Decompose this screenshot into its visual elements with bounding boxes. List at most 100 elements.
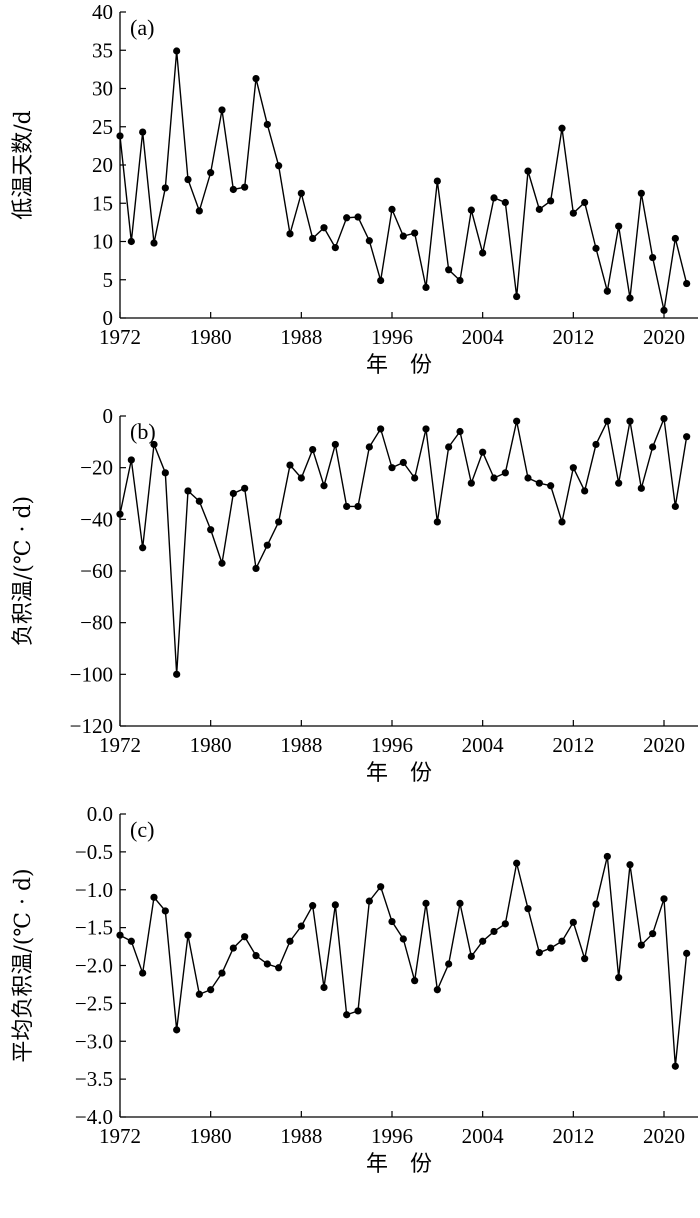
data-point (637, 189, 645, 197)
data-point (490, 474, 498, 482)
data-point (399, 935, 407, 943)
data-point (309, 234, 317, 243)
panel-c: −4.0 −3.5 −3.0 −2.5 −2.0 −1.5 −1.0 −0.5 0.0 1972 1… (11, 802, 698, 1177)
data-point (547, 482, 555, 490)
data-point (331, 901, 339, 909)
data-point (218, 106, 226, 114)
data-point (354, 213, 362, 221)
data-point (637, 941, 645, 949)
y-tick-label: −2.5 (75, 991, 113, 1015)
y-tick-label: 5 (103, 268, 114, 292)
data-point (513, 417, 521, 425)
data-point (184, 931, 192, 939)
data-point (683, 949, 691, 957)
data-point (150, 440, 158, 449)
panel-label: (c) (130, 817, 154, 842)
data-point (275, 518, 283, 526)
x-tick-label: 1980 (190, 733, 232, 757)
data-point (501, 920, 509, 928)
data-point (286, 461, 294, 469)
data-point (513, 859, 521, 867)
data-point (275, 162, 283, 170)
data-point (365, 237, 373, 245)
data-point (241, 933, 249, 941)
data-point (411, 977, 419, 985)
data-point (161, 907, 169, 915)
y-tick-label: 35 (92, 38, 113, 62)
y-tick-label: −80 (80, 611, 113, 635)
data-point (139, 969, 147, 977)
data-point (252, 74, 260, 83)
data-point (161, 469, 169, 477)
data-point (535, 949, 543, 957)
data-point (377, 276, 385, 285)
data-point (422, 899, 430, 907)
data-point (365, 897, 373, 905)
data-point (399, 458, 407, 467)
data-point (581, 198, 589, 207)
data-point (388, 917, 396, 926)
data-point (671, 1062, 679, 1070)
y-tick-label: −4.0 (75, 1105, 113, 1129)
data-point (490, 194, 498, 202)
data-point (479, 937, 487, 945)
data-point (433, 518, 441, 526)
data-point (365, 443, 373, 451)
data-point (581, 487, 589, 495)
data-point (513, 292, 521, 301)
y-tick-label: 25 (92, 115, 113, 139)
data-point (218, 969, 226, 977)
data-point (331, 244, 339, 252)
x-tick-label: 1972 (99, 1124, 141, 1148)
data-point (297, 189, 305, 197)
data-point (263, 541, 271, 549)
y-tick-label: −2.0 (75, 954, 113, 978)
data-point (184, 487, 192, 495)
x-tick-label: 2004 (462, 1124, 505, 1148)
data-point (195, 990, 203, 998)
data-point (490, 927, 498, 936)
x-tick-label: 1980 (190, 325, 232, 349)
data-point (603, 417, 611, 425)
data-point (467, 479, 475, 487)
x-tick-label: 1996 (371, 325, 413, 349)
data-point (445, 443, 453, 451)
data-point (354, 502, 362, 511)
panel-b: −120 −100 −80 −60 −40 −20 0 1972 1980 1988 1996 200… (11, 404, 698, 786)
data-point (218, 559, 226, 567)
x-tick-label: 1972 (99, 325, 141, 349)
x-tick-label: 2012 (552, 733, 594, 757)
data-point (275, 964, 283, 972)
data-point (127, 937, 135, 945)
data-point (195, 497, 203, 505)
x-axis-title: 年 份 (366, 761, 432, 786)
data-point (139, 544, 147, 552)
data-point (569, 464, 577, 472)
data-point (671, 234, 679, 243)
data-point (603, 287, 611, 295)
data-point (241, 484, 249, 492)
x-tick-label: 1996 (371, 1124, 413, 1148)
data-point (660, 414, 668, 423)
data-point (456, 899, 464, 907)
data-point (683, 279, 691, 288)
data-point (388, 464, 396, 472)
data-point (116, 931, 124, 939)
data-point (524, 474, 532, 482)
x-tick-label: 2020 (643, 325, 685, 349)
data-point (139, 128, 147, 136)
x-tick-label: 1988 (280, 733, 322, 757)
data-point (411, 474, 419, 482)
y-tick-label: −60 (80, 559, 113, 583)
x-axis-title: 年 份 (366, 353, 432, 378)
y-tick-label: 0 (103, 306, 114, 330)
data-point (603, 852, 611, 861)
y-axis-title: 低温天数/d (11, 110, 36, 220)
data-point (343, 214, 351, 222)
y-tick-label: 20 (92, 153, 113, 177)
x-tick-label: 1988 (280, 325, 322, 349)
data-point (173, 1026, 181, 1034)
data-point (173, 670, 181, 678)
data-point (445, 960, 453, 968)
